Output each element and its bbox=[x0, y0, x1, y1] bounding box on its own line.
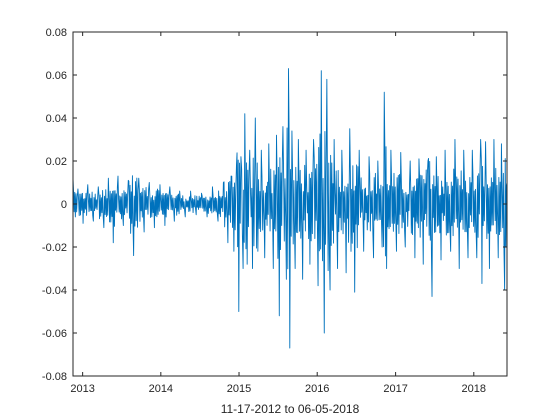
x-tick-label-1: 2014 bbox=[149, 383, 173, 395]
y-tick-label-8: 0.08 bbox=[46, 27, 67, 39]
y-axis-ticks: -0.08 -0.06 -0.04 -0.02 0 0.02 0.04 0.06 0.08 bbox=[42, 27, 507, 383]
plot-area: 2013 2014 2015 2016 2017 2018 -0.08 -0.06 -0.04… bbox=[42, 27, 508, 395]
y-tick-label-4: 0 bbox=[61, 199, 67, 211]
y-tick-label-0: -0.08 bbox=[42, 371, 67, 383]
x-axis-ticks: 2013 2014 2015 2016 2017 2018 bbox=[70, 32, 486, 395]
y-tick-label-2: -0.04 bbox=[42, 285, 67, 297]
x-tick-label-5: 2018 bbox=[462, 383, 486, 395]
x-axis-label: 11-17-2012 to 06-05-2018 bbox=[221, 402, 360, 416]
x-tick-label-0: 2013 bbox=[70, 383, 94, 395]
series-line-0 bbox=[72, 68, 508, 349]
series-layer bbox=[72, 68, 508, 349]
x-tick-label-4: 2017 bbox=[383, 383, 407, 395]
x-tick-label-3: 2016 bbox=[305, 383, 329, 395]
y-tick-label-3: -0.02 bbox=[42, 242, 67, 254]
x-tick-label-2: 2015 bbox=[227, 383, 251, 395]
y-tick-label-7: 0.06 bbox=[46, 70, 67, 82]
y-tick-label-5: 0.02 bbox=[46, 156, 67, 168]
y-tick-label-6: 0.04 bbox=[46, 113, 67, 125]
y-tick-label-1: -0.06 bbox=[42, 328, 67, 340]
